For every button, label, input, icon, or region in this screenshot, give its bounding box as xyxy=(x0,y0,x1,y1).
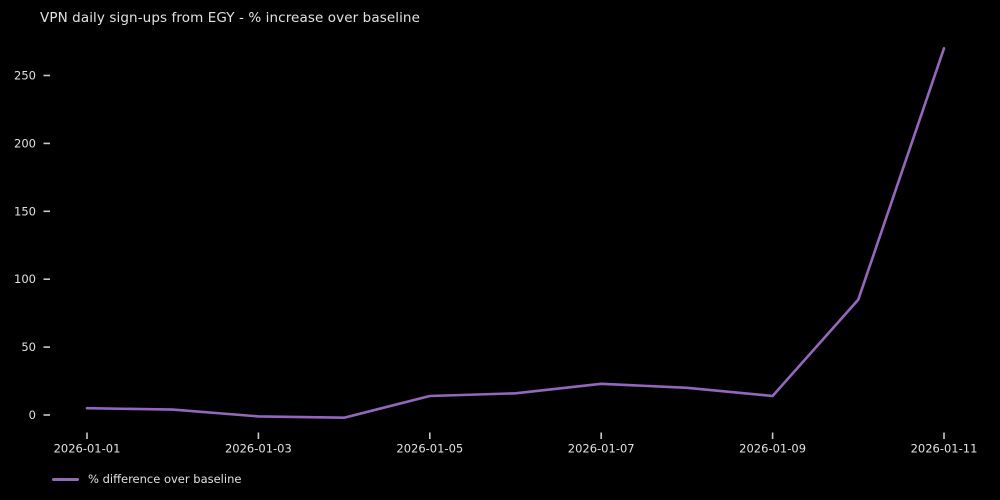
line-series xyxy=(85,46,946,420)
y-tick-label: 100 xyxy=(14,272,36,286)
x-tick-label: 2026-01-05 xyxy=(396,442,463,456)
y-tick-label: 50 xyxy=(21,340,36,354)
legend: % difference over baseline xyxy=(52,471,241,487)
x-axis: 2026-01-01 2026-01-03 2026-01-05 2026-01-07… xyxy=(54,432,978,456)
data-line xyxy=(85,46,946,420)
x-tick-label: 2026-01-09 xyxy=(739,442,806,456)
y-tick-label: 150 xyxy=(14,204,36,218)
x-tick-label: 2026-01-07 xyxy=(568,442,635,456)
y-tick-label: 0 xyxy=(29,408,36,422)
legend-label: % difference over baseline xyxy=(88,472,242,486)
y-tick-label: 250 xyxy=(14,69,36,83)
x-tick-label: 2026-01-03 xyxy=(225,442,292,456)
y-tick-label: 200 xyxy=(14,136,36,150)
x-tick-label: 2026-01-01 xyxy=(54,442,121,456)
x-tick-label: 2026-01-11 xyxy=(911,442,978,456)
y-axis: 0 50 100 150 200 250 xyxy=(14,69,50,422)
chart-title: VPN daily sign-ups from EGY - % increase… xyxy=(40,10,420,26)
legend-line-swatch xyxy=(52,477,79,481)
